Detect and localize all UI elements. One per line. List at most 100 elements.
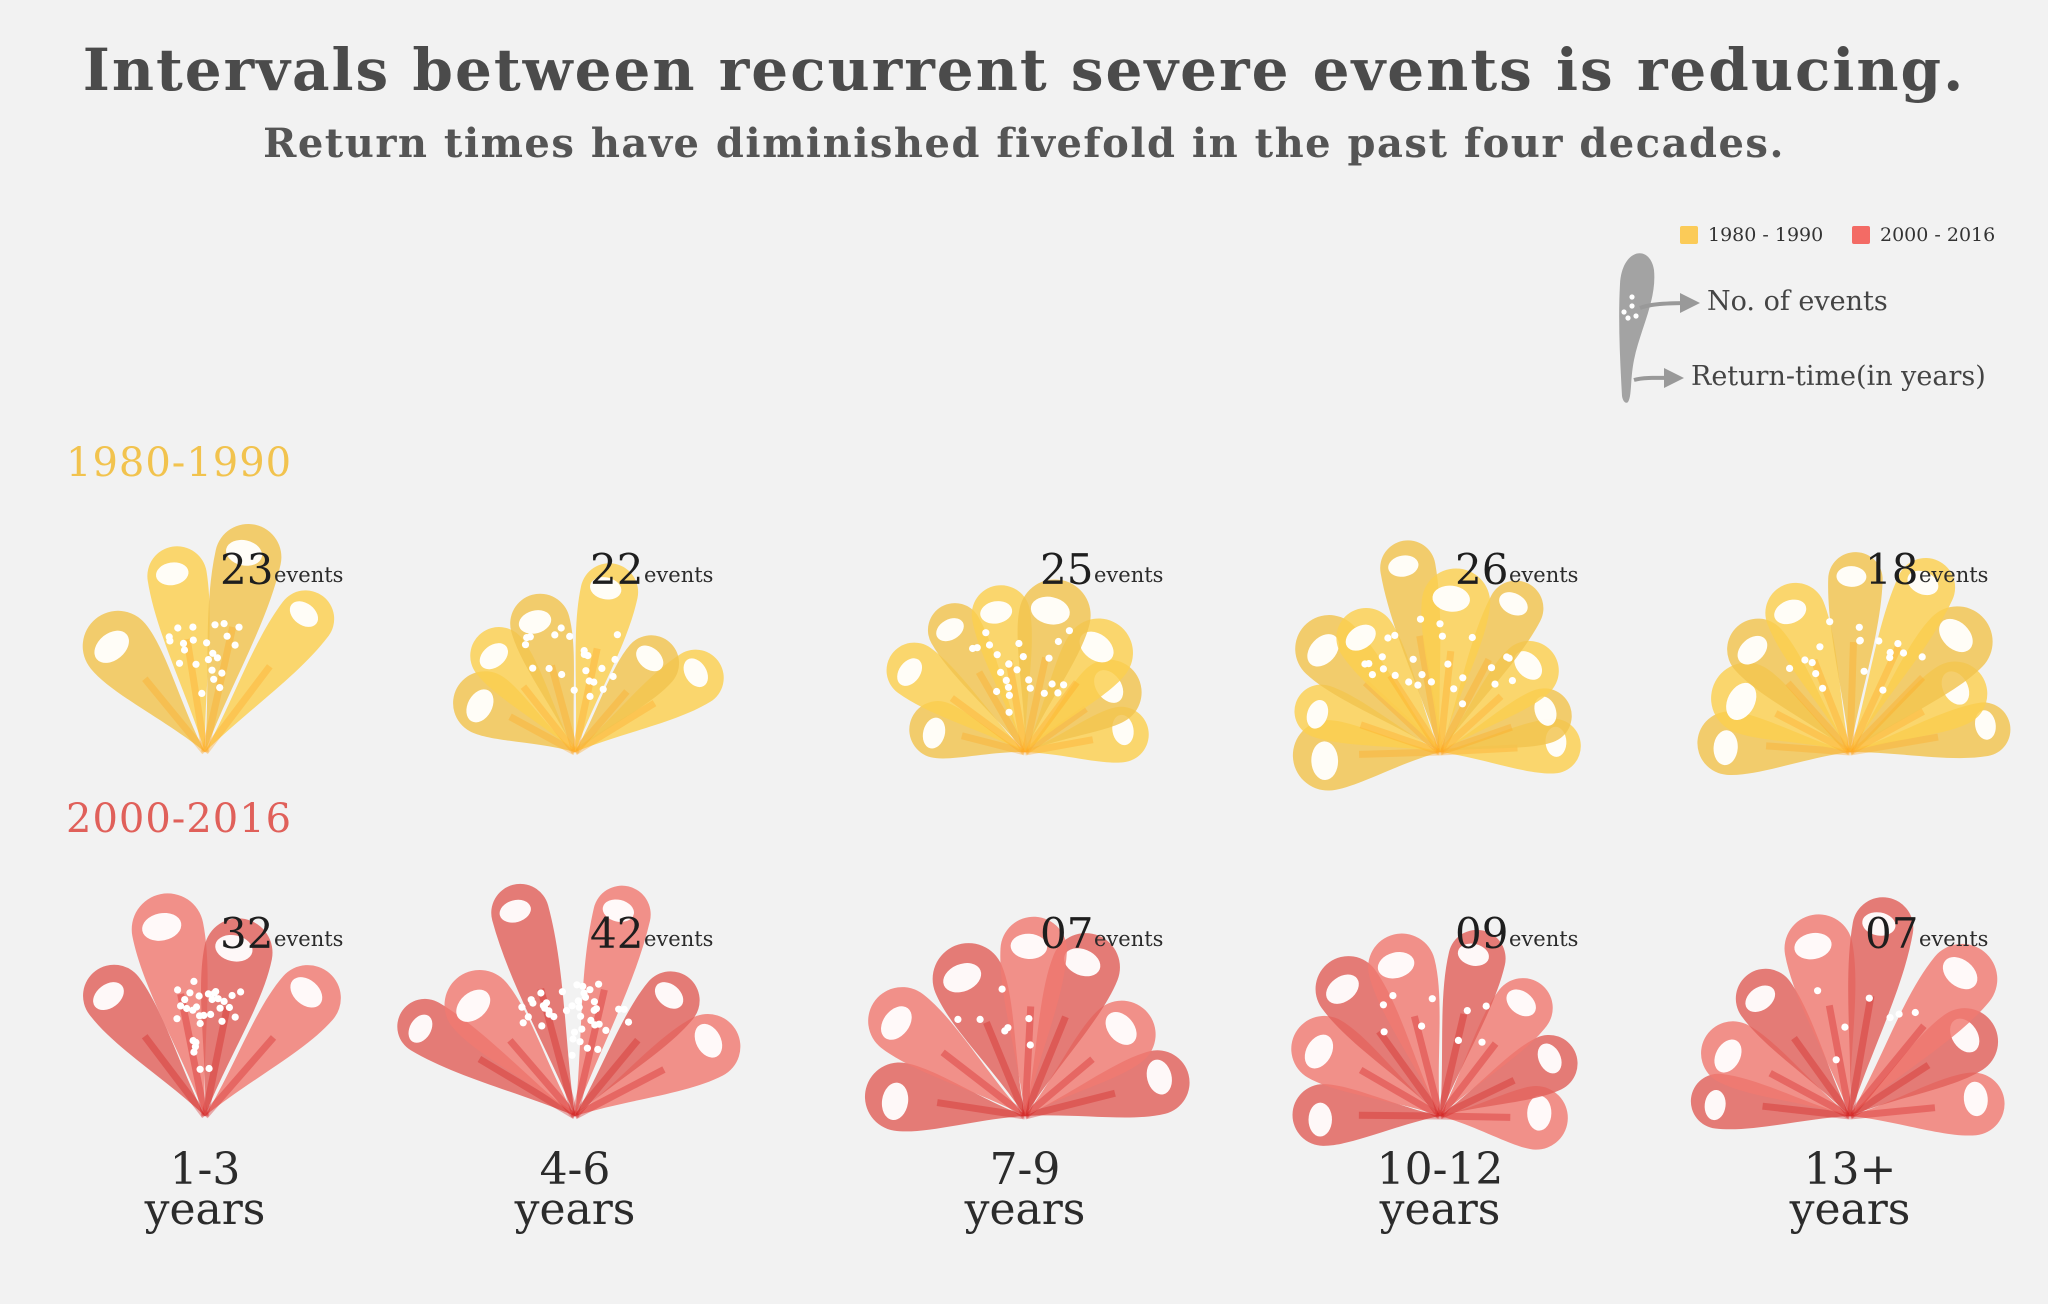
- event-dot: [575, 1003, 583, 1011]
- legend: 1980 - 1990 2000 - 2016: [1680, 224, 2020, 254]
- event-dot: [1478, 1038, 1486, 1046]
- coral-branch: [202, 590, 335, 755]
- coral-branch: [147, 546, 210, 753]
- event-dot: [558, 988, 567, 996]
- value-suffix-label: events: [1509, 563, 1578, 587]
- event-dot: [1886, 1014, 1894, 1022]
- event-dot: [1841, 1023, 1849, 1031]
- event-dot: [203, 639, 211, 647]
- legend-label-2000: 2000 - 2016: [1880, 224, 1996, 246]
- coral-mark: [1690, 897, 2005, 1136]
- event-dot: [574, 997, 582, 1005]
- event-dot: [568, 1051, 576, 1059]
- coral-branch: [1847, 606, 1993, 755]
- event-dot: [611, 655, 619, 664]
- coral-branch: [1784, 914, 1856, 1117]
- event-dot: [976, 1015, 984, 1024]
- category-label-range: 7-9: [989, 1144, 1061, 1195]
- event-dot: [1436, 620, 1444, 628]
- event-dot: [519, 1019, 527, 1027]
- event-dot: [1816, 643, 1824, 651]
- event-dot: [207, 1010, 215, 1019]
- event-dot: [578, 1025, 586, 1033]
- event-dot: [1002, 676, 1010, 685]
- event-dot: [609, 672, 617, 681]
- event-dot: [1458, 700, 1467, 708]
- event-dot: [181, 996, 189, 1004]
- event-dot: [1040, 689, 1048, 697]
- coral-mark: [1291, 929, 1578, 1150]
- event-dot: [210, 989, 218, 997]
- key-events-label: No. of events: [1707, 286, 1888, 317]
- event-dot: [1801, 656, 1809, 664]
- event-dot: [558, 670, 566, 679]
- event-dot: [1005, 691, 1014, 700]
- event-dot: [576, 1038, 584, 1046]
- coral-mark: [397, 883, 741, 1120]
- coral-mark: [82, 524, 335, 755]
- coral-branch: [1849, 1072, 2005, 1136]
- coral-branch: [1846, 897, 1914, 1117]
- category-label: 7-9 years: [905, 1144, 1145, 1232]
- value-label: 32: [220, 909, 273, 958]
- key-diagram: [1619, 253, 1700, 403]
- value-suffix-label: events: [274, 927, 343, 951]
- coral-branch: [510, 593, 579, 753]
- coral-stalk-icon: [1619, 253, 1655, 403]
- coral-branch: [1336, 608, 1443, 754]
- coral-branch: [1828, 552, 1883, 753]
- value-suffix-label: events: [1919, 927, 1988, 951]
- event-dot: [1378, 653, 1386, 661]
- event-dot: [189, 623, 197, 631]
- event-dot: [1015, 639, 1023, 648]
- category-label-unit: years: [1789, 1184, 1911, 1235]
- coral-branch: [927, 603, 1029, 754]
- event-dot: [954, 1015, 962, 1024]
- event-dot: [235, 623, 243, 631]
- event-dot: [1019, 653, 1027, 661]
- coral-branch: [82, 610, 208, 755]
- event-dot: [1444, 660, 1452, 668]
- event-dot: [583, 1044, 592, 1052]
- coral-branch: [1022, 1000, 1156, 1119]
- event-dot: [590, 1006, 598, 1014]
- category-label-unit: years: [1379, 1184, 1501, 1235]
- event-dot: [204, 990, 212, 998]
- event-dot: [211, 621, 219, 629]
- event-dot: [595, 980, 603, 988]
- event-dot: [196, 1019, 204, 1028]
- event-dot: [1025, 676, 1033, 684]
- event-dot: [186, 989, 194, 997]
- event-dot: [1391, 631, 1399, 640]
- event-dot: [551, 631, 559, 639]
- coral-branch: [1291, 1015, 1442, 1120]
- event-dot: [165, 633, 173, 641]
- event-dot: [1860, 667, 1868, 675]
- event-dot: [1814, 987, 1822, 995]
- event-dot: [590, 998, 599, 1006]
- category-label-range: 4-6: [539, 1144, 611, 1195]
- coral-branch: [909, 701, 1026, 759]
- event-dot: [200, 1011, 208, 1020]
- coral-branch: [1017, 579, 1091, 753]
- coral-mark: [886, 579, 1149, 763]
- coral-branch: [1437, 978, 1553, 1119]
- event-dot: [1832, 1056, 1840, 1064]
- event-dot: [973, 644, 981, 652]
- event-dot: [1384, 634, 1392, 642]
- value-label: 42: [590, 909, 643, 958]
- category-label-range: 1-3: [169, 1144, 241, 1195]
- event-dot: [220, 620, 228, 628]
- event-dot: [190, 1048, 198, 1056]
- event-dot: [1468, 633, 1476, 642]
- category-label: 13+ years: [1730, 1148, 1970, 1235]
- event-dot: [213, 654, 221, 662]
- value-suffix-label: events: [1919, 563, 1988, 587]
- event-dot: [1409, 655, 1417, 663]
- event-dot: [1812, 670, 1820, 678]
- event-dot: [1380, 1028, 1388, 1036]
- coral-mark: [453, 563, 724, 756]
- coral-mark: [865, 916, 1190, 1132]
- coral-branch: [1438, 688, 1572, 756]
- event-dot: [569, 1035, 577, 1043]
